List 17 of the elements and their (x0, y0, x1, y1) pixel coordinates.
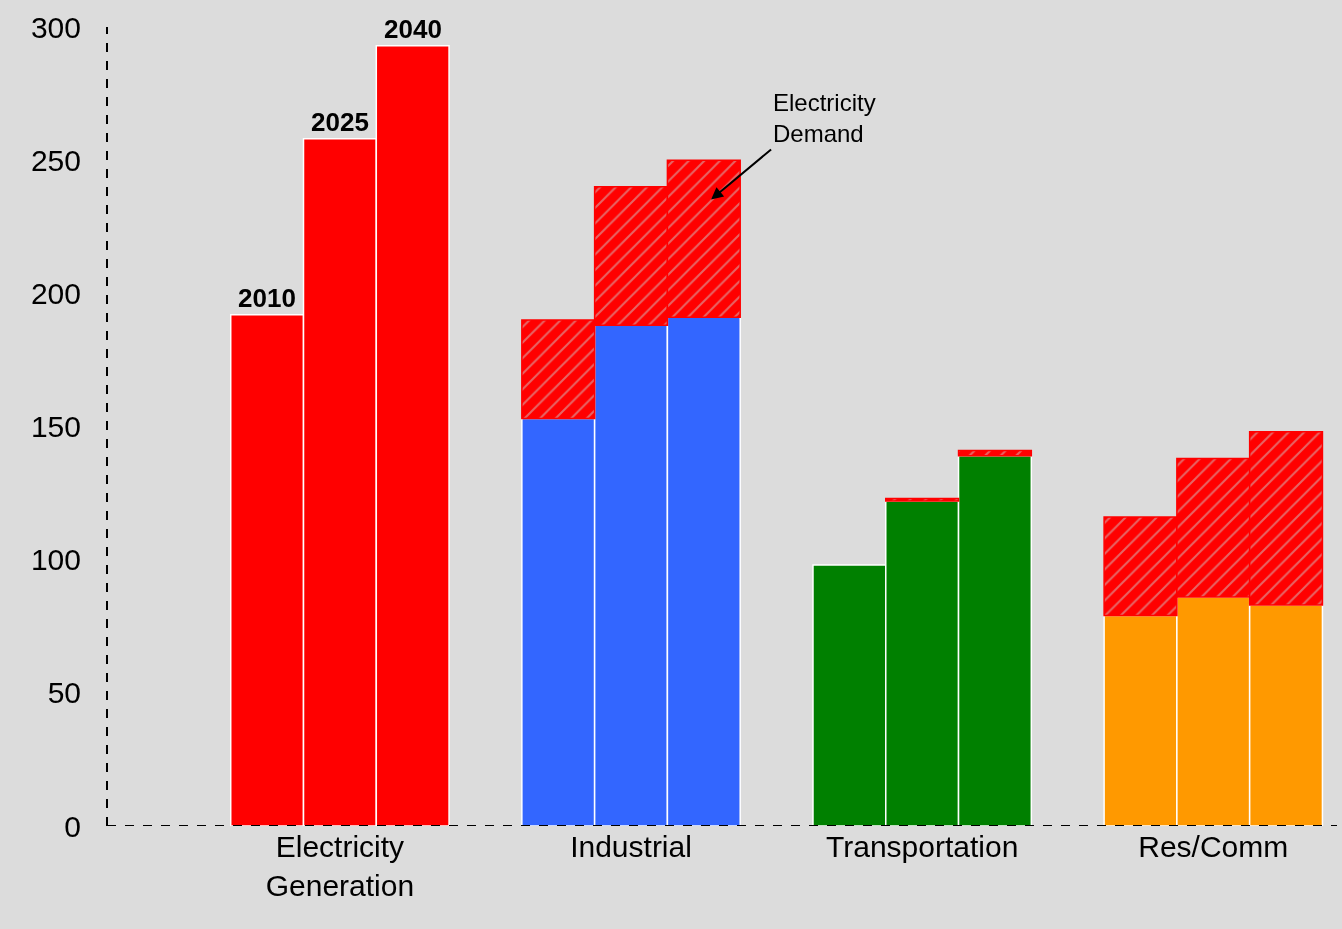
y-tick-label: 0 (64, 809, 81, 843)
annotation: 2010 (238, 283, 296, 313)
x-tick-label: Transportation (825, 830, 1019, 863)
y-tick-label: 100 (30, 543, 81, 577)
series-label: Electricity Demand (773, 89, 876, 148)
y-tick-label: 200 (30, 276, 81, 310)
y-tick-label: 250 (30, 143, 81, 177)
x-tick-label: Industrial (570, 830, 692, 863)
y-tick-label: 50 (47, 676, 81, 710)
y-tick-label: 150 (30, 410, 81, 443)
x-tick-label: Electricity Generation (265, 830, 415, 902)
annotation: 2040 (384, 14, 442, 44)
bar (957, 449, 1033, 457)
bar (885, 497, 960, 502)
y-tick-label: 300 (30, 10, 81, 44)
x-tick-label: Res/Comm (1138, 830, 1289, 863)
annotation: 2025 (311, 107, 369, 137)
